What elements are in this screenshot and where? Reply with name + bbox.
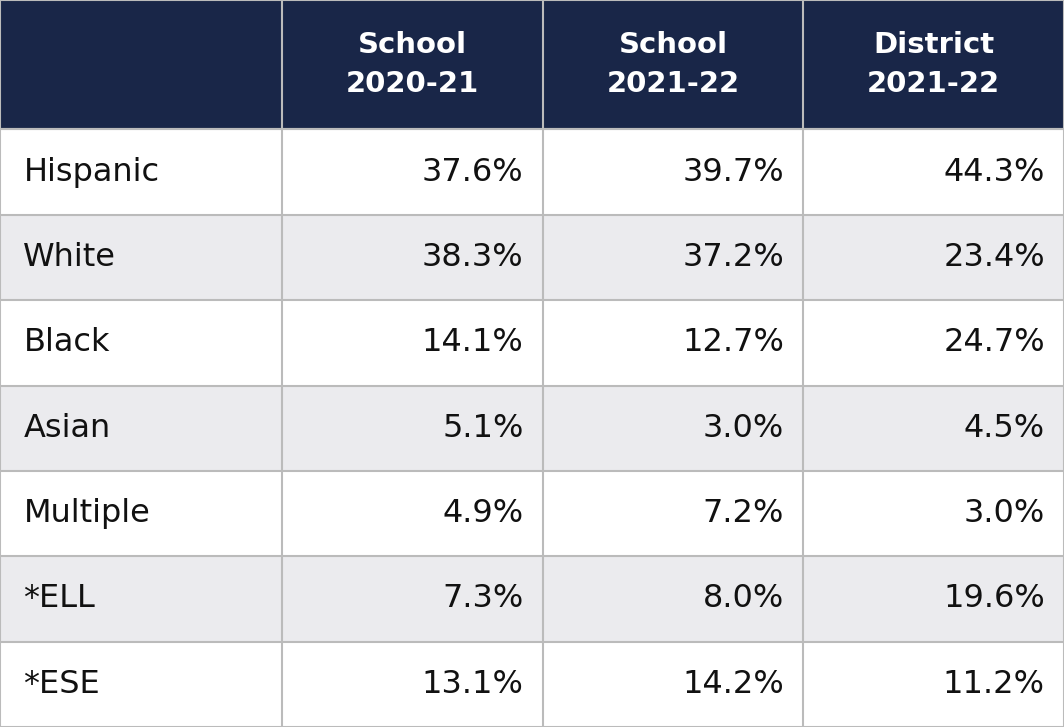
Text: 5.1%: 5.1% xyxy=(443,413,523,443)
Text: 7.2%: 7.2% xyxy=(703,498,784,529)
Text: School
2020-21: School 2020-21 xyxy=(346,31,479,98)
Bar xyxy=(282,214,543,300)
Bar xyxy=(0,214,282,300)
Bar xyxy=(0,556,282,642)
Text: 37.6%: 37.6% xyxy=(421,156,523,188)
Bar xyxy=(543,471,803,556)
Text: Asian: Asian xyxy=(23,413,111,443)
Bar xyxy=(282,642,543,727)
Text: 39.7%: 39.7% xyxy=(682,156,784,188)
Text: District
2021-22: District 2021-22 xyxy=(867,31,1000,98)
Text: White: White xyxy=(23,242,116,273)
Text: Multiple: Multiple xyxy=(23,498,150,529)
Text: 4.5%: 4.5% xyxy=(964,413,1045,443)
Bar xyxy=(282,0,543,129)
Text: 38.3%: 38.3% xyxy=(421,242,523,273)
Bar xyxy=(0,129,282,214)
Text: Hispanic: Hispanic xyxy=(23,156,160,188)
Bar xyxy=(282,129,543,214)
Bar xyxy=(803,642,1064,727)
Bar xyxy=(803,129,1064,214)
Bar xyxy=(543,214,803,300)
Text: 11.2%: 11.2% xyxy=(943,669,1045,700)
Text: 37.2%: 37.2% xyxy=(682,242,784,273)
Bar xyxy=(282,471,543,556)
Text: 44.3%: 44.3% xyxy=(944,156,1045,188)
Text: 14.2%: 14.2% xyxy=(682,669,784,700)
Text: 24.7%: 24.7% xyxy=(943,327,1045,358)
Bar xyxy=(803,556,1064,642)
Text: 19.6%: 19.6% xyxy=(943,584,1045,614)
Text: School
2021-22: School 2021-22 xyxy=(606,31,739,98)
Text: *ELL: *ELL xyxy=(23,584,95,614)
Text: 14.1%: 14.1% xyxy=(421,327,523,358)
Text: *ESE: *ESE xyxy=(23,669,100,700)
Bar xyxy=(803,214,1064,300)
Bar xyxy=(282,300,543,385)
Text: 3.0%: 3.0% xyxy=(964,498,1045,529)
Bar xyxy=(282,556,543,642)
Bar xyxy=(803,385,1064,471)
Text: Black: Black xyxy=(23,327,110,358)
Bar xyxy=(803,0,1064,129)
Text: 13.1%: 13.1% xyxy=(421,669,523,700)
Bar xyxy=(543,556,803,642)
Bar xyxy=(543,0,803,129)
Text: 7.3%: 7.3% xyxy=(443,584,523,614)
Bar xyxy=(0,471,282,556)
Bar xyxy=(543,642,803,727)
Text: 23.4%: 23.4% xyxy=(943,242,1045,273)
Bar xyxy=(282,385,543,471)
Bar xyxy=(0,642,282,727)
Text: 3.0%: 3.0% xyxy=(703,413,784,443)
Text: 8.0%: 8.0% xyxy=(703,584,784,614)
Text: 12.7%: 12.7% xyxy=(682,327,784,358)
Bar xyxy=(543,385,803,471)
Bar xyxy=(543,129,803,214)
Bar xyxy=(0,300,282,385)
Bar xyxy=(0,385,282,471)
Bar xyxy=(803,300,1064,385)
Bar xyxy=(803,471,1064,556)
Text: 4.9%: 4.9% xyxy=(443,498,523,529)
Bar xyxy=(0,0,282,129)
Bar xyxy=(543,300,803,385)
